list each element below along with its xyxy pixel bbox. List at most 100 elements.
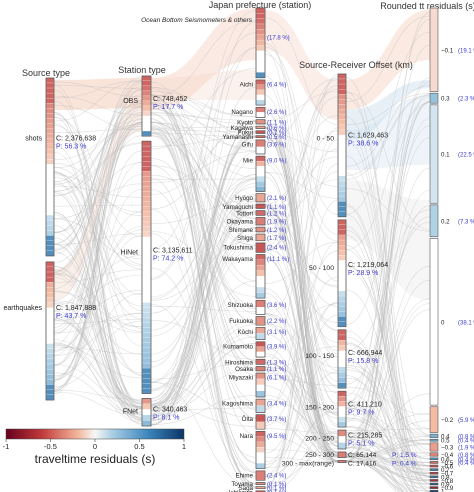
prefecture-label: Mie [243, 158, 254, 165]
prefecture-bar-band [256, 100, 265, 105]
flow-line [150, 122, 257, 169]
offset-bar-band [338, 99, 346, 105]
prefecture-bar [255, 226, 266, 233]
prefecture-bar-band [256, 24, 265, 30]
flow-line [345, 452, 409, 492]
flow-line [150, 10, 257, 279]
flow-line [53, 116, 143, 410]
station-type-bar-band [142, 378, 151, 384]
prefecture-pct: (1.9 %) [267, 220, 286, 226]
flow-line [264, 132, 339, 153]
flow-line [264, 257, 339, 462]
flow-line [345, 445, 431, 480]
flow-line [53, 172, 143, 296]
flow-line [53, 81, 143, 122]
prefecture-bar-band [256, 217, 265, 225]
flow-line [53, 95, 143, 116]
prefecture-bar-outline [255, 414, 266, 430]
source-type-bar-band [46, 379, 54, 385]
flow-line [264, 230, 339, 442]
flow-line [345, 460, 431, 492]
residual-segment [429, 475, 439, 479]
station-type-count: C: 340,463 [153, 407, 187, 414]
prefecture-bar-band [256, 421, 265, 429]
source-type-bar-outline [45, 77, 55, 257]
flow-line [150, 121, 257, 233]
flow-line [264, 249, 339, 323]
flow-line [150, 108, 257, 219]
prefecture-pct: (1.1 %) [267, 120, 286, 126]
flow-line [150, 126, 257, 195]
flow-line [53, 166, 143, 270]
flow-line [345, 457, 399, 492]
prefecture-bar-outline [255, 254, 266, 299]
prefecture-bar-band [256, 139, 265, 147]
flow-line [150, 32, 257, 250]
source-type-bar-band [46, 277, 54, 283]
residual-bar [429, 468, 439, 471]
source-type-bar-band [46, 215, 54, 221]
flow-line [53, 85, 143, 89]
offset-pct: P: 9.7 % [348, 409, 374, 416]
prefecture-bar [255, 79, 266, 106]
prefecture-bar-band [256, 13, 265, 19]
flow-line [345, 138, 431, 492]
offset-count: C: 1,629,463 [348, 132, 388, 139]
flow-line [345, 433, 404, 492]
prefecture-label: Kagoshima [222, 401, 254, 408]
prefecture-bar-band [256, 210, 265, 216]
residual-label: 0.9 [441, 482, 450, 489]
flow-line [345, 432, 431, 442]
prefecture-pct: (3.1 %) [267, 330, 286, 336]
station-type-bar-band [142, 111, 151, 116]
flow-line [150, 368, 257, 416]
station-type-bar-band [142, 398, 151, 404]
flow-line [53, 237, 143, 412]
flow-line [53, 274, 143, 305]
prefecture-bar-band [256, 90, 265, 95]
flow-line [150, 122, 257, 149]
flow-line [345, 91, 431, 468]
prefecture-bar-band [256, 333, 265, 340]
flow-line [53, 320, 143, 388]
flow-ribbon [346, 95, 430, 170]
flow-line [345, 94, 431, 176]
prefecture-bar [255, 7, 266, 79]
flow-line [53, 162, 143, 217]
prefecture-pct: (6.1 %) [267, 376, 286, 382]
station-type-bar-band [142, 388, 151, 394]
flow-line [53, 389, 143, 400]
flow-line [150, 103, 257, 403]
flow-line [53, 80, 143, 99]
flow-line [264, 355, 339, 463]
station-type-bar-outline [141, 398, 152, 427]
prefecture-label: Ocean Bottom Seismometers & others [141, 17, 253, 24]
flow-line [345, 101, 431, 463]
flow-line [53, 310, 143, 421]
offset-bar-band [338, 176, 346, 181]
flow-line [150, 68, 257, 150]
colorbar-tick-label: 1 [182, 442, 186, 451]
source-type-bar-band [46, 343, 54, 349]
prefecture-label: Tottori [236, 210, 253, 217]
flow-line [345, 432, 431, 475]
prefecture-bar [255, 155, 266, 192]
flow-line [53, 122, 143, 381]
flow-line [150, 81, 257, 282]
prefecture-pct: (1.1 %) [267, 367, 286, 373]
offset-bar [337, 219, 347, 328]
flow-line [345, 393, 431, 458]
flow-line [345, 167, 431, 450]
flow-line [345, 407, 431, 460]
offset-bar-band [338, 219, 346, 225]
flow-line [53, 151, 143, 376]
flow-line [53, 76, 143, 271]
source-type-bar-band [46, 267, 54, 272]
flow-line [345, 249, 431, 473]
flow-line [150, 177, 257, 363]
offset-count: C: 666,944 [348, 350, 382, 357]
station-type-bar-band [142, 106, 151, 111]
flow-line [345, 436, 431, 464]
flow-line [345, 460, 405, 492]
flow-line [150, 95, 257, 362]
